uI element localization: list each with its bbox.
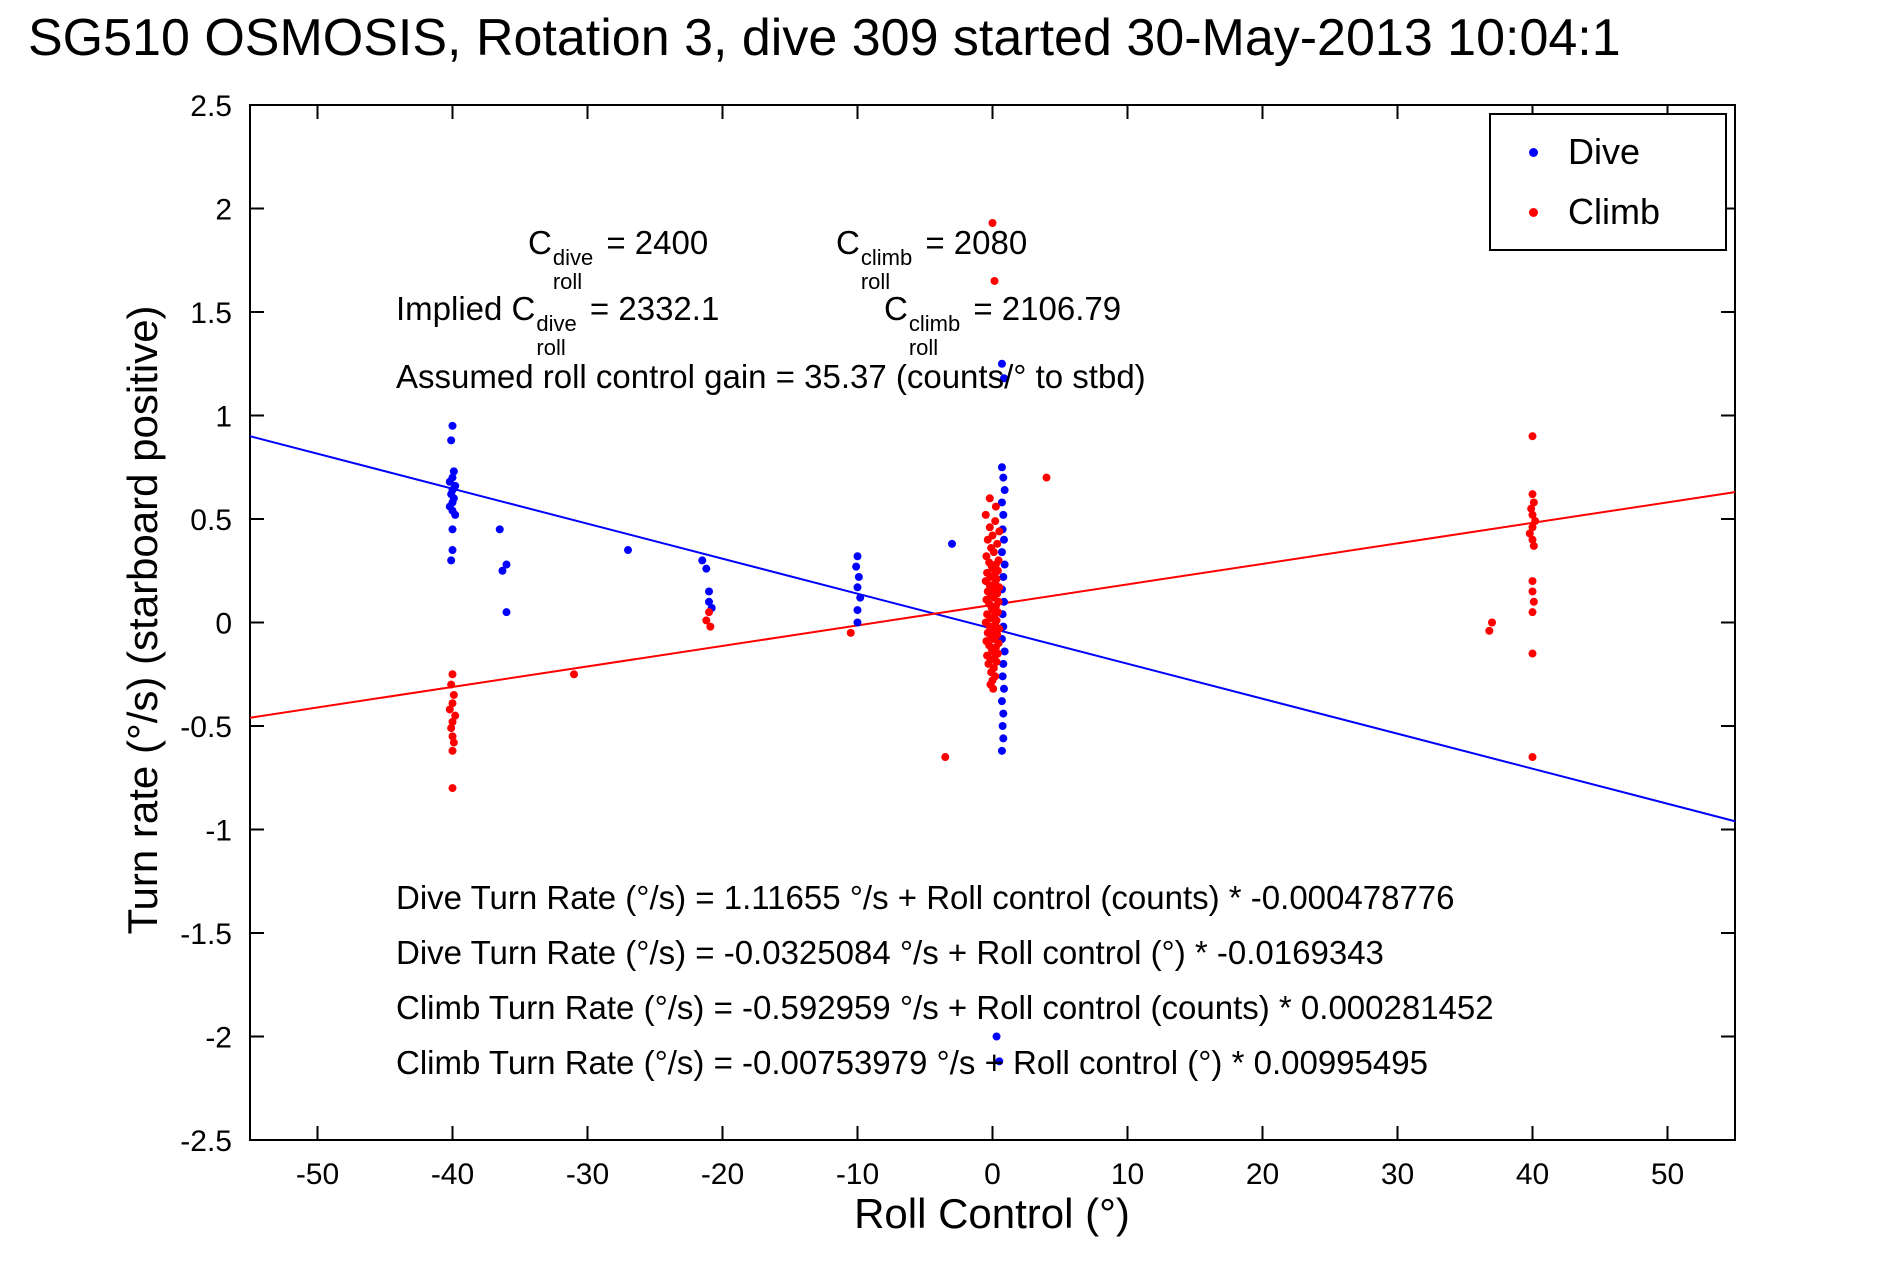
subscript: roll xyxy=(908,334,939,360)
chart-title: SG510 OSMOSIS, Rotation 3, dive 309 star… xyxy=(28,9,1621,67)
svg-text:-50: -50 xyxy=(296,1158,339,1191)
svg-text:-30: -30 xyxy=(566,1158,609,1191)
svg-text:-1.5: -1.5 xyxy=(180,918,232,951)
svg-text:-1: -1 xyxy=(205,815,232,848)
svg-text:-40: -40 xyxy=(431,1158,474,1191)
subscript: roll xyxy=(536,334,566,360)
legend-entry-dive: Dive xyxy=(1491,131,1725,173)
svg-text:40: 40 xyxy=(1516,1158,1549,1191)
subscript: roll xyxy=(552,268,583,294)
svg-text:-10: -10 xyxy=(836,1158,879,1191)
legend-entry-climb: Climb xyxy=(1491,191,1725,233)
legend-label-climb: Climb xyxy=(1568,191,1661,232)
climb-marker-icon xyxy=(1529,207,1538,217)
annotation-dive-eq-counts: Dive Turn Rate (°/s) = 1.11655 °/s + Rol… xyxy=(396,879,1455,916)
plot-canvas: -50 -40 -30 -20 -10 0 10 20 30 40 50-2.5-2-1.5-1-0… xyxy=(180,90,1736,1191)
annotation-dive-eq-deg: Dive Turn Rate (°/s) = -0.0325084 °/s + … xyxy=(396,934,1384,971)
svg-text:2.5: 2.5 xyxy=(190,90,232,123)
svg-text:1: 1 xyxy=(215,401,232,434)
legend: Dive Climb xyxy=(1489,113,1727,251)
svg-text:30: 30 xyxy=(1381,1158,1414,1191)
svg-text:1.5: 1.5 xyxy=(190,297,232,330)
subscript: roll xyxy=(860,268,891,294)
svg-text:50: 50 xyxy=(1651,1158,1684,1191)
svg-text:20: 20 xyxy=(1246,1158,1279,1191)
svg-text:0: 0 xyxy=(215,608,232,641)
legend-label-dive: Dive xyxy=(1568,131,1641,172)
x-axis-label: Roll Control (°) xyxy=(854,1190,1130,1237)
svg-text:-2: -2 xyxy=(205,1022,232,1055)
annotation-climb-eq-counts: Climb Turn Rate (°/s) = -0.592959 °/s + … xyxy=(396,989,1494,1026)
svg-text:10: 10 xyxy=(1111,1158,1144,1191)
svg-text:0: 0 xyxy=(984,1158,1001,1191)
svg-text:-0.5: -0.5 xyxy=(180,711,232,744)
superscript: climb xyxy=(908,311,961,337)
dive-marker-icon xyxy=(1529,147,1538,157)
superscript: dive xyxy=(536,311,577,337)
annotation-roll-gain: Assumed roll control gain = 35.37 (count… xyxy=(396,358,1146,395)
svg-text:-2.5: -2.5 xyxy=(180,1125,232,1158)
annotation-climb-eq-deg: Climb Turn Rate (°/s) = -0.00753979 °/s … xyxy=(396,1044,1428,1081)
superscript: dive xyxy=(552,245,594,271)
y-axis-label: Turn rate (°/s) (starboard positive) xyxy=(119,305,166,935)
svg-text:0.5: 0.5 xyxy=(190,504,232,537)
svg-text:2: 2 xyxy=(215,194,232,227)
svg-text:-20: -20 xyxy=(701,1158,744,1191)
superscript: climb xyxy=(860,245,913,271)
